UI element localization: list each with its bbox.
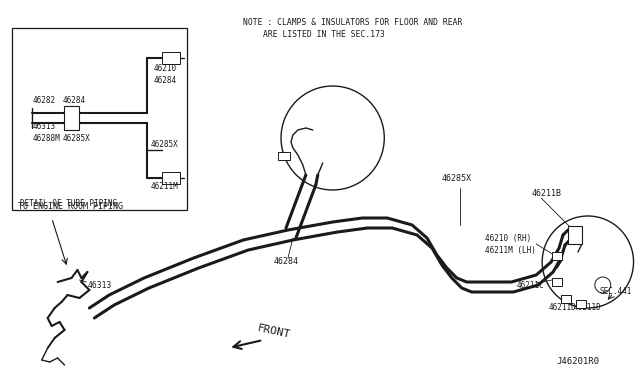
Text: 46210 (RH): 46210 (RH) xyxy=(484,234,531,243)
Text: 46285X: 46285X xyxy=(63,134,90,142)
Text: TO ENGINE ROOM PIPING: TO ENGINE ROOM PIPING xyxy=(18,202,123,211)
Text: FRONT: FRONT xyxy=(256,324,291,340)
Text: 46211M (LH): 46211M (LH) xyxy=(484,246,536,254)
Text: 46210: 46210 xyxy=(154,64,177,73)
Text: SEC.441: SEC.441 xyxy=(600,288,632,296)
Text: 46288M: 46288M xyxy=(33,134,61,142)
Text: 46282: 46282 xyxy=(33,96,56,105)
Text: ARE LISTED IN THE SEC.173: ARE LISTED IN THE SEC.173 xyxy=(263,29,385,38)
Bar xyxy=(552,278,562,286)
Text: DETAIL OF TUBE PIPING: DETAIL OF TUBE PIPING xyxy=(20,199,117,208)
Text: 46211D: 46211D xyxy=(574,304,602,312)
Text: J46201R0: J46201R0 xyxy=(556,357,599,366)
Text: 46313: 46313 xyxy=(88,280,112,289)
Bar xyxy=(576,300,586,308)
Text: 46285X: 46285X xyxy=(151,140,179,148)
Bar xyxy=(561,295,571,303)
Bar xyxy=(63,106,79,130)
Text: 46211M: 46211M xyxy=(151,182,179,190)
Bar xyxy=(552,252,562,260)
Bar xyxy=(278,152,290,160)
Text: 46284: 46284 xyxy=(273,257,298,266)
Text: 46211C: 46211C xyxy=(516,280,544,289)
Text: 46313: 46313 xyxy=(33,122,56,131)
Text: 46211D: 46211D xyxy=(548,304,576,312)
Bar xyxy=(12,28,187,210)
Bar xyxy=(162,172,180,184)
Bar xyxy=(162,52,180,64)
Text: 46211B: 46211B xyxy=(531,189,561,198)
Bar xyxy=(568,226,582,244)
Text: 46285X: 46285X xyxy=(442,173,472,183)
Text: 46284: 46284 xyxy=(63,96,86,105)
Text: 46284: 46284 xyxy=(154,76,177,84)
Text: NOTE : CLAMPS & INSULATORS FOR FLOOR AND REAR: NOTE : CLAMPS & INSULATORS FOR FLOOR AND… xyxy=(243,17,463,26)
